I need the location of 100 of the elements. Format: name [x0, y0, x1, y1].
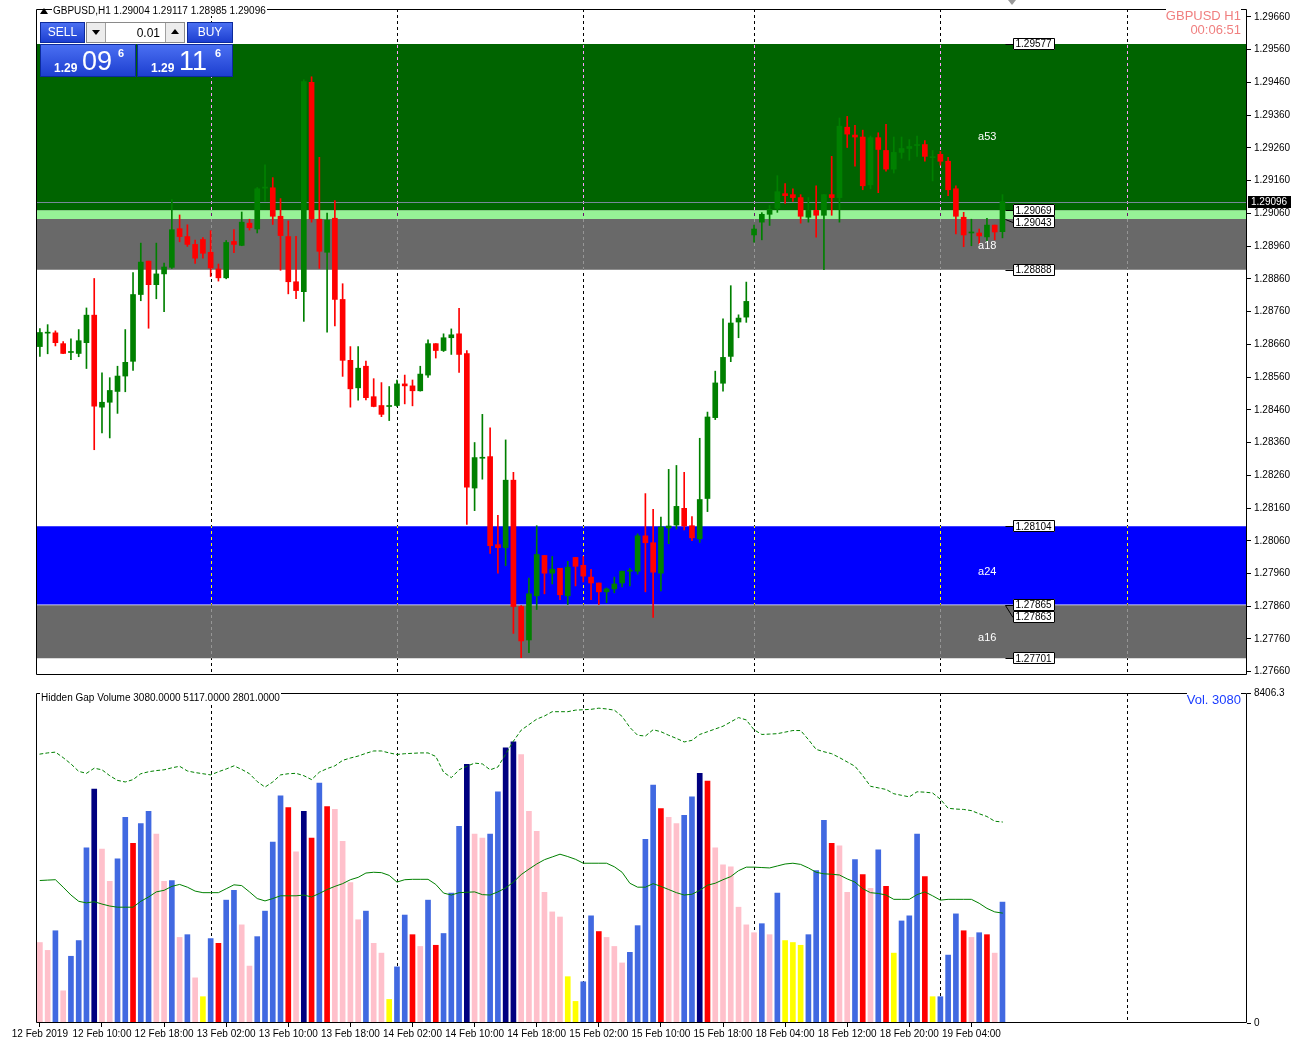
bar	[448, 892, 455, 1023]
price-box: 1.29 11 6	[137, 44, 233, 77]
bar	[557, 916, 563, 1023]
annotation: 1.29043	[1015, 216, 1053, 228]
candlestick	[106, 377, 113, 439]
bar	[650, 784, 656, 1023]
bar	[619, 962, 625, 1023]
bar	[75, 940, 82, 1023]
bar	[401, 914, 408, 1023]
y-tick-label: 0	[1254, 1016, 1260, 1028]
x-tick-label: 12 Feb 18:00	[134, 1027, 194, 1039]
bar	[324, 806, 330, 1023]
annotation: 1.29069	[1015, 204, 1053, 216]
bar	[790, 942, 796, 1023]
candlestick	[293, 235, 299, 300]
bar	[844, 891, 851, 1023]
bar	[991, 952, 998, 1023]
annotation: 1.29577	[1015, 38, 1053, 50]
x-tick-label: 18 Feb 12:00	[817, 1027, 878, 1039]
y-tick-label: 1.28960	[1254, 239, 1291, 251]
bar	[727, 866, 734, 1023]
bar	[627, 952, 633, 1023]
candlestick	[782, 183, 788, 204]
bar	[223, 899, 230, 1023]
y-tick-label: 1.29060	[1254, 207, 1291, 219]
bar	[526, 811, 532, 1023]
band-label: a18	[978, 239, 997, 252]
x-tick-label: 18 Feb 20:00	[879, 1027, 940, 1039]
bar	[464, 763, 470, 1023]
y-tick-label: 1.29660	[1254, 10, 1291, 22]
candlestick	[627, 567, 633, 587]
band-label: a24	[978, 564, 997, 577]
bar	[355, 919, 361, 1023]
candlestick	[914, 135, 920, 157]
bar	[813, 870, 819, 1023]
band-label: a16	[978, 630, 997, 643]
bar	[99, 848, 105, 1023]
bar	[137, 823, 144, 1023]
annotation: 1.28888	[1015, 263, 1053, 275]
y-tick-label: 1.28560	[1254, 370, 1291, 382]
bar	[487, 833, 493, 1023]
bar	[60, 990, 66, 1023]
bar	[300, 811, 307, 1023]
candlestick	[828, 156, 835, 216]
bar	[518, 754, 525, 1023]
bar	[906, 915, 913, 1023]
y-tick-label: 1.28460	[1254, 403, 1291, 415]
ref-line-label: 1.29096	[1251, 196, 1288, 208]
candlestick	[122, 329, 129, 393]
annotation: 09	[82, 46, 113, 76]
bar	[758, 923, 765, 1023]
bar	[984, 934, 990, 1023]
lot-field: 0.01	[86, 22, 185, 43]
y-tick-label: 1.28660	[1254, 338, 1291, 350]
y-tick-label: 1.27960	[1254, 567, 1291, 579]
bar	[976, 932, 983, 1023]
bar	[890, 952, 897, 1023]
candlestick	[386, 386, 393, 421]
bar	[658, 808, 664, 1023]
bar	[953, 913, 959, 1023]
bar	[743, 924, 750, 1023]
sell-button: SELL	[40, 22, 85, 43]
bar	[712, 847, 719, 1023]
y-tick-label: 1.29460	[1254, 76, 1291, 88]
bar	[922, 876, 928, 1023]
annotation: 6	[118, 47, 125, 59]
bar	[161, 880, 167, 1023]
candlestick	[813, 185, 819, 238]
bar	[285, 807, 292, 1023]
bar	[883, 886, 889, 1023]
annotation: 11	[179, 46, 208, 76]
bar	[370, 942, 377, 1023]
bar	[269, 841, 276, 1023]
candlestick	[68, 338, 74, 361]
bar	[293, 851, 299, 1023]
annotation: Vol. 3080	[1186, 692, 1241, 707]
y-tick-label: 1.28060	[1254, 534, 1291, 546]
x-tick-label: 14 Feb 18:00	[507, 1027, 567, 1039]
bar	[432, 944, 439, 1023]
candlestick	[549, 556, 556, 585]
y-tick-label: 1.28760	[1254, 305, 1291, 317]
y-tick-label: 1.28260	[1254, 469, 1291, 481]
bar	[852, 859, 858, 1023]
bar	[394, 966, 400, 1023]
bar	[549, 911, 556, 1023]
bar	[580, 981, 587, 1023]
candlestick	[588, 568, 594, 601]
x-tick-label: 15 Feb 02:00	[569, 1027, 629, 1039]
candlestick	[906, 139, 913, 161]
y-tick-label: 1.29360	[1254, 108, 1291, 120]
bar	[37, 942, 43, 1023]
line-series	[39, 707, 1003, 823]
bar	[254, 936, 261, 1023]
bar	[875, 849, 882, 1023]
candlestick	[875, 132, 882, 194]
x-tick-label: 14 Feb 10:00	[445, 1027, 505, 1039]
candlestick	[495, 514, 501, 574]
bar	[564, 976, 571, 1023]
bar	[681, 815, 688, 1023]
x-tick-label: 12 Feb 10:00	[72, 1027, 132, 1039]
